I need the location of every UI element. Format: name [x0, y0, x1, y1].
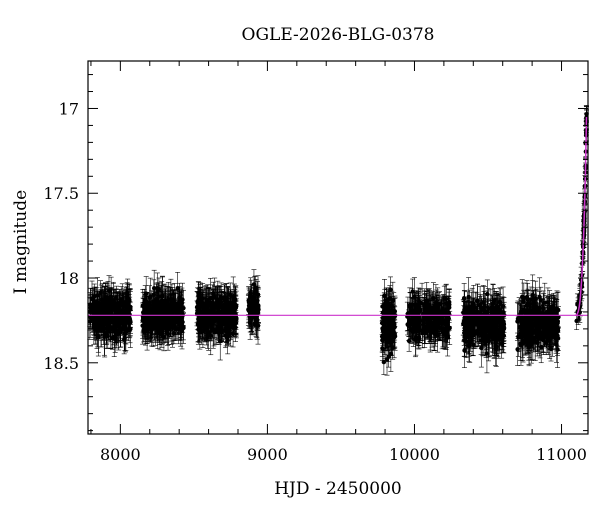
data-point	[206, 320, 212, 325]
data-point	[209, 315, 214, 321]
data-point	[202, 304, 208, 309]
data-point	[420, 331, 425, 336]
data-point	[158, 300, 164, 306]
data-point	[161, 308, 167, 313]
data-point	[223, 328, 229, 333]
data-point	[197, 328, 202, 333]
data-point	[95, 302, 100, 307]
data-point	[234, 316, 239, 321]
data-point	[254, 318, 259, 323]
data-point	[87, 309, 93, 314]
data-point	[253, 310, 258, 315]
data-point	[387, 296, 393, 301]
data-point	[197, 302, 203, 307]
data-point	[383, 307, 388, 313]
data-point	[381, 325, 386, 331]
data-point	[202, 319, 208, 325]
data-point	[174, 326, 180, 331]
data-point	[178, 319, 184, 325]
data-point	[151, 285, 157, 291]
data-point	[146, 319, 151, 324]
data-point	[107, 313, 112, 319]
data-point	[253, 302, 259, 308]
data-point	[151, 292, 157, 297]
data-point	[91, 317, 96, 323]
data-points	[87, 105, 590, 376]
data-point	[117, 325, 123, 330]
data-point	[108, 319, 113, 325]
data-point	[99, 310, 105, 315]
data-point	[249, 306, 255, 311]
data-point	[112, 335, 117, 340]
data-point	[101, 304, 107, 309]
data-point	[104, 295, 110, 300]
data-point	[250, 300, 255, 305]
data-point	[119, 309, 125, 314]
data-point	[225, 316, 231, 321]
data-point	[128, 304, 133, 310]
data-point	[392, 331, 397, 336]
data-point	[384, 331, 389, 337]
data-point	[175, 318, 180, 323]
data-point	[167, 308, 172, 313]
data-point	[124, 298, 130, 303]
data-point	[123, 329, 129, 335]
data-point	[173, 304, 179, 309]
data-point	[214, 304, 219, 310]
chart-title: OGLE-2026-BLG-0378	[242, 25, 435, 45]
data-point	[156, 319, 161, 324]
data-point	[120, 315, 126, 320]
data-point	[124, 307, 129, 313]
data-point	[248, 295, 254, 300]
data-point	[165, 323, 170, 329]
data-point	[143, 291, 149, 296]
data-point	[152, 309, 158, 314]
data-point	[125, 318, 131, 324]
data-point	[256, 307, 261, 312]
data-point	[381, 359, 387, 365]
data-point	[390, 324, 395, 330]
data-point	[203, 324, 209, 329]
data-point	[177, 298, 182, 304]
data-point	[227, 324, 232, 329]
data-point	[116, 318, 121, 323]
data-point	[194, 311, 200, 316]
data-point	[171, 323, 176, 328]
data-point	[108, 327, 114, 333]
data-point	[155, 326, 160, 332]
data-point	[223, 333, 228, 338]
data-point	[216, 330, 222, 336]
data-point	[177, 308, 183, 313]
data-point	[179, 328, 185, 334]
data-point	[388, 287, 393, 292]
data-point	[212, 295, 217, 300]
data-point	[220, 321, 226, 326]
